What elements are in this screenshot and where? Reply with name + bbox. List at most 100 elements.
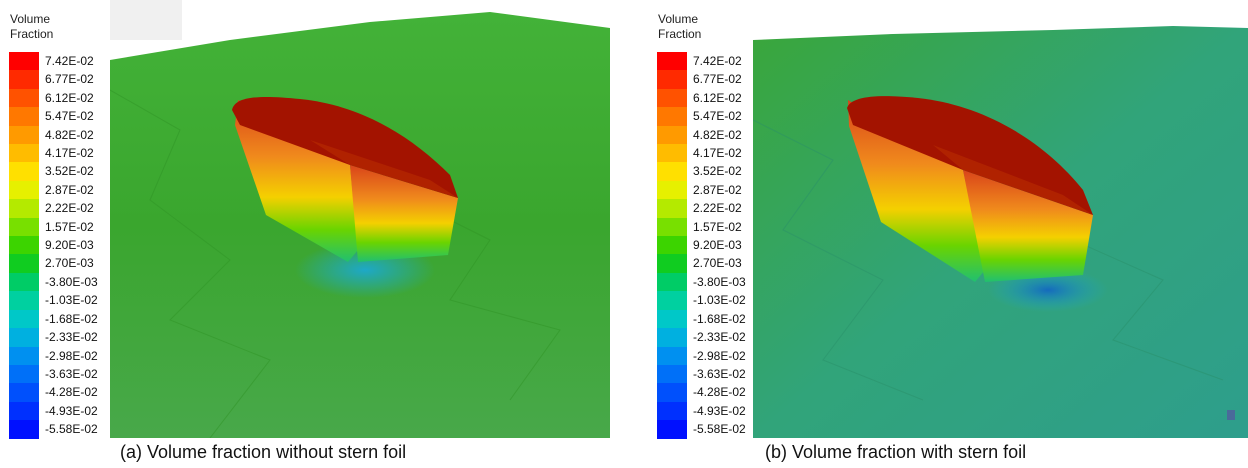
legend-tick-label: -3.80E-03: [45, 274, 98, 289]
legend-row: -5.58E-02: [657, 420, 777, 439]
legend-swatch: [9, 107, 39, 126]
legend-row: 4.82E-02: [657, 125, 777, 145]
legend-tick-label: 1.57E-02: [693, 219, 742, 234]
legend-tick-label: 7.42E-02: [693, 54, 742, 68]
legend-tick-label: 4.82E-02: [45, 127, 94, 142]
legend-swatch: [9, 383, 39, 402]
legend-swatch: [9, 309, 39, 329]
legend-tick-label: -3.63E-02: [45, 366, 98, 381]
legend-swatch: [657, 88, 687, 108]
color-legend: 7.42E-02 6.77E-02 6.12E-02 5.47E-02 4.82E-02…: [657, 52, 777, 439]
legend-title: Volume Fraction: [10, 12, 53, 42]
legend-row: 9.20E-03: [657, 236, 777, 255]
legend-swatch: [9, 125, 39, 145]
legend-swatch: [9, 180, 39, 200]
legend-swatch: [657, 162, 687, 181]
legend-swatch: [9, 328, 39, 347]
legend-swatch: [9, 144, 39, 163]
legend-tick-label: 6.77E-02: [45, 72, 94, 87]
legend-row: 4.17E-02: [9, 144, 129, 163]
legend-title-line1: Volume: [10, 12, 51, 26]
color-legend: 7.42E-02 6.77E-02 6.12E-02 5.47E-02 4.82E-02…: [9, 52, 129, 439]
legend-row: 9.20E-03: [9, 236, 129, 255]
legend-title-line2: Fraction: [10, 27, 54, 41]
background-corner: [110, 0, 182, 40]
legend-tick-label: -2.98E-02: [693, 348, 746, 363]
legend-swatch: [657, 328, 687, 347]
legend-swatch: [657, 254, 687, 273]
legend-tick-label: 1.57E-02: [45, 219, 94, 234]
hull-side: [848, 100, 985, 282]
legend-tick-label: 5.47E-02: [45, 109, 94, 124]
legend-tick-label: -2.33E-02: [45, 330, 98, 345]
legend-swatch: [9, 401, 39, 421]
legend-tick-label: -1.03E-02: [693, 293, 746, 308]
legend-row: -4.93E-02: [9, 401, 129, 421]
legend-swatch: [9, 291, 39, 310]
legend-tick-label: 4.17E-02: [45, 146, 94, 161]
legend-row: 4.17E-02: [657, 144, 777, 163]
legend-row: -4.93E-02: [657, 401, 777, 421]
legend-row: -2.98E-02: [9, 346, 129, 365]
legend-row: 5.47E-02: [9, 107, 129, 126]
legend-row: -2.98E-02: [657, 346, 777, 365]
legend-swatch: [657, 364, 687, 384]
legend-tick-label: -2.98E-02: [45, 348, 98, 363]
legend-row: 6.77E-02: [657, 70, 777, 89]
legend-swatch: [9, 254, 39, 273]
legend-tick-label: 7.42E-02: [45, 54, 94, 68]
hull-stern: [350, 165, 458, 262]
legend-tick-label: -4.93E-02: [45, 403, 98, 418]
legend-swatch: [657, 236, 687, 255]
legend-tick-label: -4.28E-02: [45, 385, 98, 400]
legend-tick-label: 3.52E-02: [45, 164, 94, 179]
legend-title: Volume Fraction: [658, 12, 701, 42]
legend-row: 6.12E-02: [9, 88, 129, 108]
legend-swatch: [657, 383, 687, 402]
legend-tick-label: 4.17E-02: [693, 146, 742, 161]
legend-tick-label: -1.03E-02: [45, 293, 98, 308]
legend-swatch: [657, 52, 687, 71]
axis-triad-icon: [1227, 410, 1235, 420]
legend-row: -1.03E-02: [9, 291, 129, 310]
legend-row: 6.12E-02: [657, 88, 777, 108]
legend-tick-label: 9.20E-03: [45, 238, 94, 253]
legend-swatch: [9, 364, 39, 384]
legend-tick-label: -5.58E-02: [45, 422, 98, 437]
simulation-view: [753, 26, 1248, 438]
legend-tick-label: -2.33E-02: [693, 330, 746, 345]
legend-swatch: [9, 272, 39, 292]
legend-tick-label: 3.52E-02: [693, 164, 742, 179]
legend-tick-label: 2.70E-03: [693, 256, 742, 271]
legend-swatch: [657, 272, 687, 292]
legend-row: 7.42E-02: [657, 52, 777, 71]
legend-row: 2.87E-02: [657, 180, 777, 200]
legend-swatch: [657, 420, 687, 439]
legend-row: 7.42E-02: [9, 52, 129, 71]
legend-row: 2.22E-02: [657, 199, 777, 218]
hull-stern: [963, 170, 1093, 282]
legend-swatch: [657, 217, 687, 237]
legend-row: 6.77E-02: [9, 70, 129, 89]
legend-title-line2: Fraction: [658, 27, 702, 41]
legend-row: 3.52E-02: [9, 162, 129, 181]
legend-swatch: [9, 346, 39, 365]
legend-row: -3.80E-03: [657, 272, 777, 292]
legend-row: 1.57E-02: [657, 217, 777, 237]
legend-swatch: [9, 199, 39, 218]
legend-tick-label: 6.77E-02: [693, 72, 742, 87]
legend-swatch: [657, 199, 687, 218]
legend-tick-label: 6.12E-02: [693, 90, 742, 105]
legend-row: -1.68E-02: [657, 309, 777, 329]
legend-row: -5.58E-02: [9, 420, 129, 439]
legend-swatch: [9, 217, 39, 237]
legend-tick-label: 6.12E-02: [45, 90, 94, 105]
legend-row: -3.63E-02: [9, 364, 129, 384]
legend-tick-label: 2.22E-02: [693, 201, 742, 216]
legend-swatch: [657, 144, 687, 163]
legend-tick-label: 9.20E-03: [693, 238, 742, 253]
legend-row: 5.47E-02: [657, 107, 777, 126]
legend-row: -4.28E-02: [657, 383, 777, 402]
legend-row: 1.57E-02: [9, 217, 129, 237]
legend-tick-label: -3.80E-03: [693, 274, 746, 289]
